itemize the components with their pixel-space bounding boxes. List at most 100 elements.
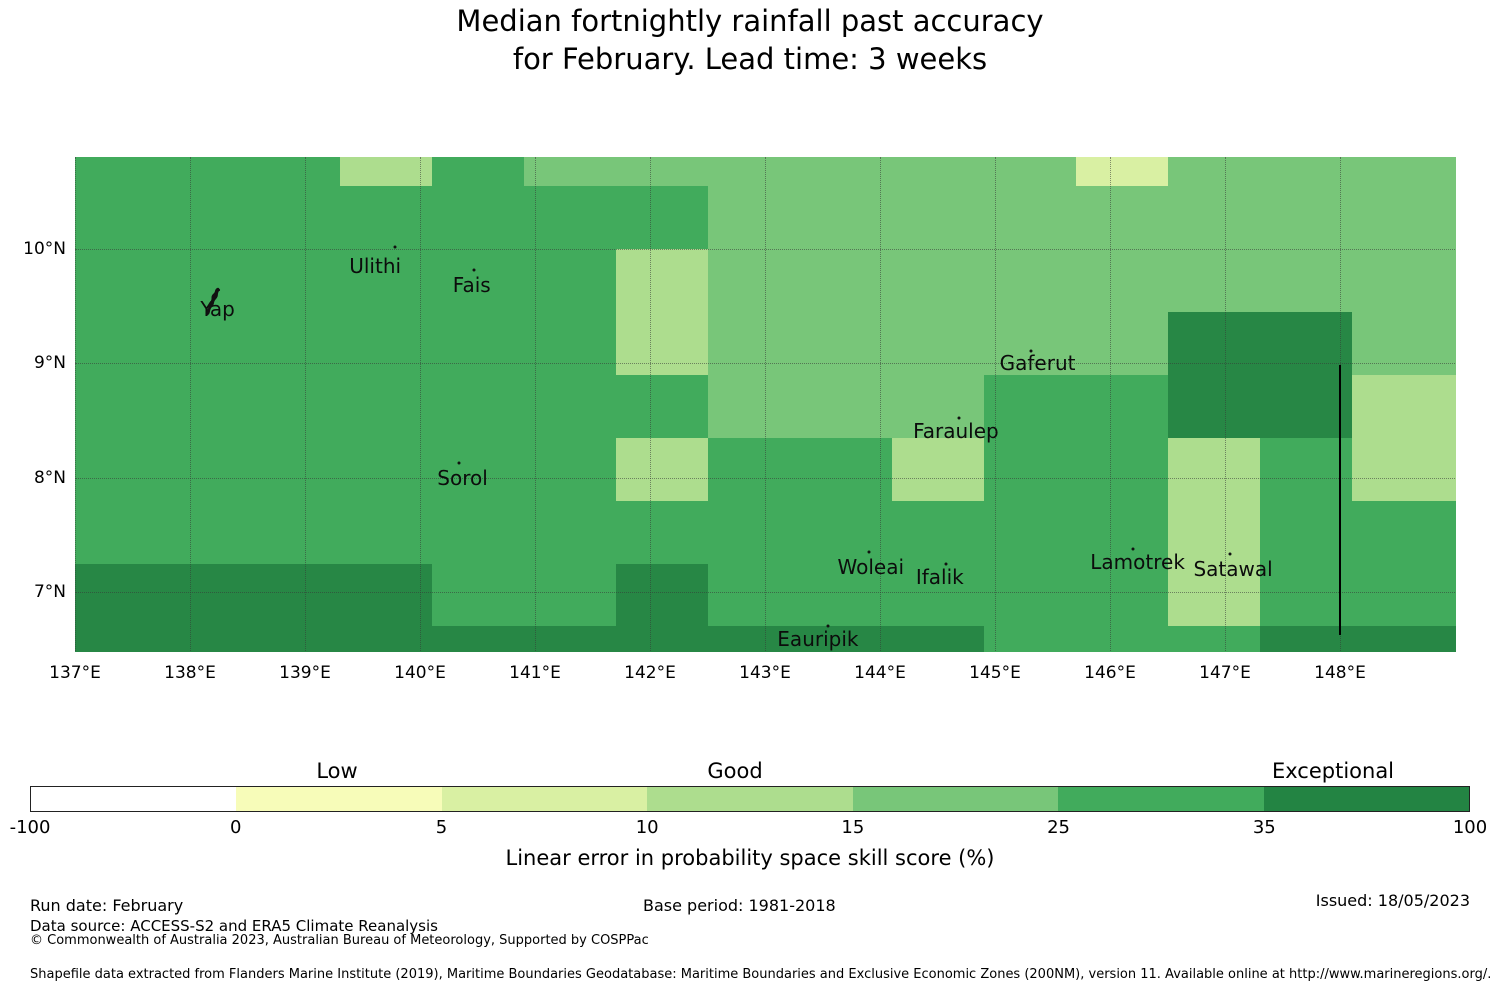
map-cell — [799, 626, 893, 652]
colorbar-segment — [647, 787, 853, 811]
map-cell — [75, 563, 157, 628]
shapefile-attribution-text: Shapefile data extracted from Flanders M… — [30, 967, 1492, 982]
map-cell — [1075, 437, 1169, 502]
map-cell — [523, 563, 617, 628]
map-cell — [799, 437, 893, 502]
island-label: Yap — [200, 297, 235, 322]
map-cell — [891, 185, 985, 250]
map-cell — [799, 248, 893, 313]
map-cell — [155, 437, 249, 502]
colorbar-tick-label: 100 — [1452, 817, 1488, 838]
map-cell — [707, 374, 801, 439]
map-cell — [339, 437, 433, 502]
map-cell — [339, 311, 433, 376]
map-cell — [431, 563, 525, 628]
colorbar-tick-label: 35 — [1252, 817, 1276, 838]
island-dot — [472, 268, 476, 272]
map-cell — [891, 311, 985, 376]
map-cell — [1167, 500, 1261, 565]
map-cell — [523, 248, 617, 313]
map-cell — [983, 185, 1077, 250]
island-dot — [393, 245, 397, 249]
map-cell — [707, 563, 801, 628]
x-tick-label: 140°E — [394, 663, 446, 683]
island-label: Satawal — [1193, 557, 1273, 582]
x-tick-label: 139°E — [279, 663, 331, 683]
gridline-v — [535, 157, 536, 651]
gridline-h — [75, 248, 1455, 250]
y-tick-label: 10°N — [23, 238, 66, 259]
run-date-text: Run date: February — [30, 896, 184, 915]
x-tick-label: 144°E — [854, 663, 906, 683]
island-label: Ulithi — [349, 253, 402, 278]
map-cell — [523, 374, 617, 439]
map-cell — [247, 311, 341, 376]
colorbar-segment — [31, 787, 237, 811]
map-cell — [523, 437, 617, 502]
island-dot — [457, 461, 461, 465]
island-dot — [1131, 547, 1135, 551]
island-dot — [1228, 552, 1232, 556]
colorbar-category-label: Exceptional — [1271, 759, 1395, 783]
gridline-h — [75, 592, 1455, 594]
map-cell — [155, 311, 249, 376]
colorbar-category-label: Good — [707, 759, 763, 783]
colorbar-category-label: Low — [316, 759, 358, 783]
map-cell — [339, 563, 433, 628]
gridline-v — [1110, 157, 1111, 651]
x-tick-label: 146°E — [1084, 663, 1136, 683]
island-label: Fais — [452, 273, 491, 298]
map-cell — [799, 185, 893, 250]
map-cell — [1167, 248, 1261, 313]
map-cell — [615, 437, 709, 502]
map-cell — [1167, 626, 1261, 652]
map-cell — [75, 248, 157, 313]
map-cell — [523, 500, 617, 565]
map-cell — [1167, 311, 1261, 376]
map-cell — [1351, 374, 1456, 439]
map-cell — [799, 374, 893, 439]
colorbar-tick-label: 5 — [435, 817, 448, 838]
map-cell — [707, 248, 801, 313]
map-cell — [1351, 437, 1456, 502]
map-cell — [339, 185, 433, 250]
map-cell — [523, 185, 617, 250]
map-cell — [75, 311, 157, 376]
colorbar-tick-label: 25 — [1047, 817, 1071, 838]
map-cell — [75, 437, 157, 502]
island-dot — [1029, 349, 1033, 353]
map-cell — [1351, 500, 1456, 565]
map-cell — [247, 185, 341, 250]
colorbar-segment — [236, 787, 442, 811]
gridline-h — [75, 363, 1455, 365]
gridline-v — [880, 157, 881, 651]
island-label: Eauripik — [777, 627, 859, 652]
map-cell — [247, 374, 341, 439]
map-cell — [1075, 157, 1169, 187]
map-cell — [891, 437, 985, 502]
island-label: Woleai — [837, 554, 905, 579]
map-cell — [1075, 311, 1169, 376]
map-cell — [431, 311, 525, 376]
colorbar-axis-label: Linear error in probability space skill … — [505, 846, 995, 870]
map-cell — [339, 374, 433, 439]
map-cell — [1259, 374, 1353, 439]
map-cell — [155, 185, 249, 250]
map-cell — [1351, 311, 1456, 376]
colorbar-tick-label: 15 — [841, 817, 865, 838]
map-cell — [339, 500, 433, 565]
map-cell — [983, 248, 1077, 313]
map-cell — [155, 563, 249, 628]
base-period-text: Base period: 1981-2018 — [643, 896, 836, 915]
x-tick-label: 148°E — [1314, 663, 1366, 683]
colorbar-tick-label: 10 — [635, 817, 659, 838]
map-cell — [1167, 185, 1261, 250]
skill-score-map: Yap Ulithi Fais Sorol Gaferut Faraulep Woleai I… — [75, 157, 1456, 652]
map-cell — [1351, 563, 1456, 628]
map-cell — [891, 626, 985, 652]
map-cell — [75, 626, 157, 652]
maritime-boundary-line — [1339, 365, 1341, 635]
x-tick-label: 143°E — [739, 663, 791, 683]
gridline-v — [765, 157, 766, 651]
map-cell — [615, 374, 709, 439]
